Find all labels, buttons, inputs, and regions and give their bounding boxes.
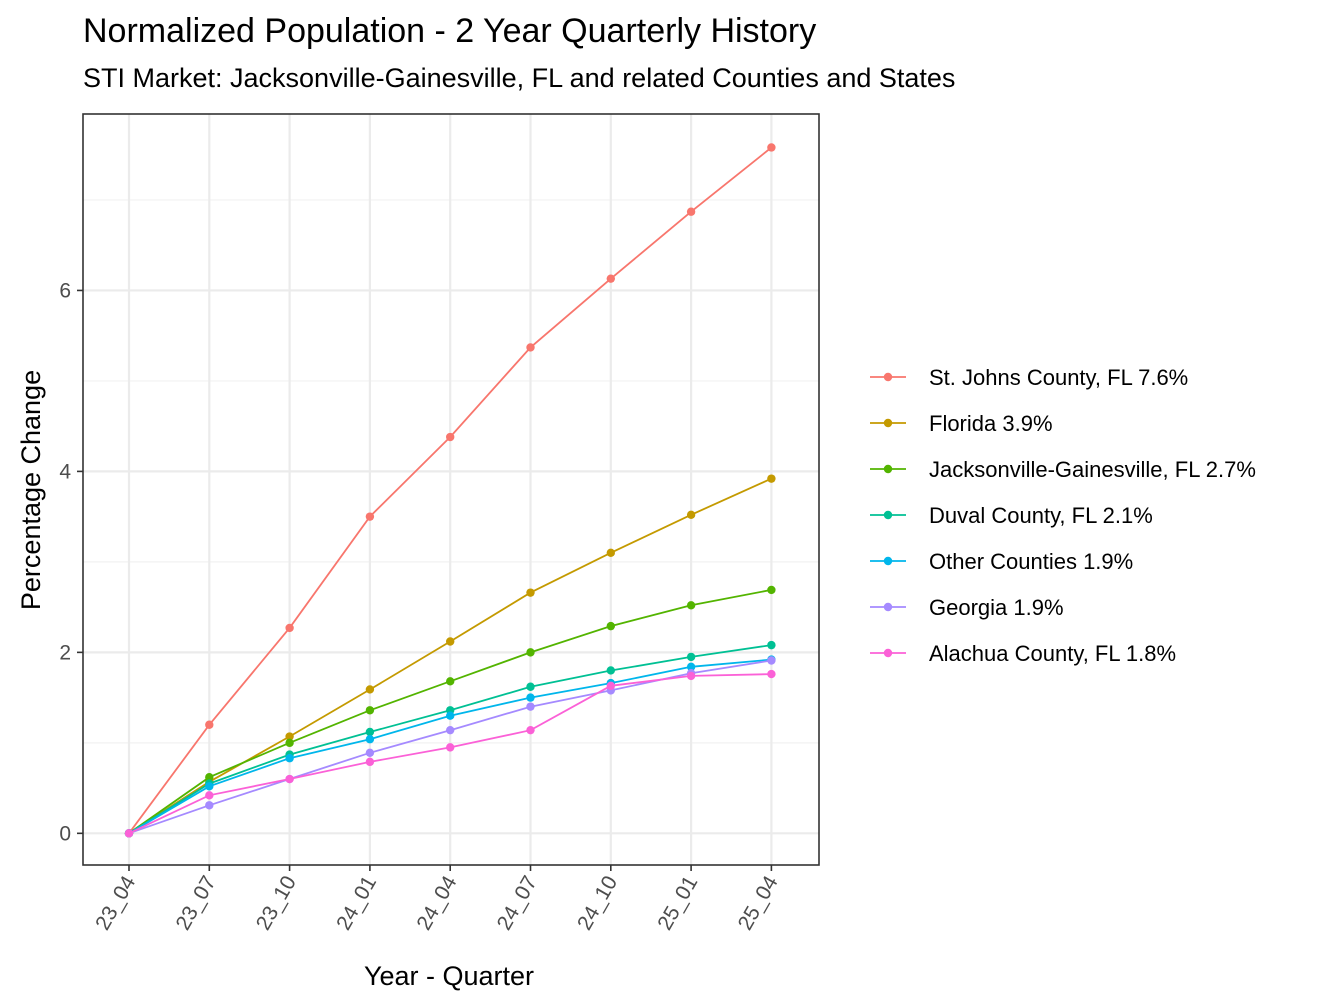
data-point bbox=[686, 510, 696, 520]
legend-item: Georgia 1.9% bbox=[870, 595, 1064, 620]
legend-label: Other Counties 1.9% bbox=[929, 549, 1133, 574]
data-point bbox=[205, 791, 214, 800]
data-point bbox=[526, 682, 535, 691]
data-point bbox=[124, 829, 134, 838]
data-point bbox=[446, 711, 455, 720]
legend-item: Alachua County, FL 1.8% bbox=[870, 641, 1176, 666]
data-point bbox=[686, 601, 696, 610]
y-axis-title: Percentage Change bbox=[16, 370, 46, 610]
data-point bbox=[606, 681, 615, 691]
legend-label: Georgia 1.9% bbox=[929, 595, 1064, 620]
grid bbox=[83, 114, 819, 865]
x-axis: 23_04 23_07 23_10 24_01 24_04 24_07 24_10 25_01… bbox=[91, 865, 783, 934]
data-point bbox=[526, 343, 535, 352]
legend-key-point bbox=[883, 602, 893, 612]
legend-key-point bbox=[883, 418, 893, 428]
legend-label: Duval County, FL 2.1% bbox=[929, 503, 1153, 528]
data-point bbox=[767, 143, 776, 152]
legend-key-point bbox=[883, 510, 893, 520]
data-point bbox=[285, 738, 294, 748]
x-tick-label: 24_04 bbox=[412, 872, 461, 934]
series-6 bbox=[124, 669, 776, 838]
y-tick-label: 6 bbox=[59, 279, 71, 302]
data-point bbox=[365, 735, 375, 744]
legend-item: Other Counties 1.9% bbox=[870, 549, 1133, 574]
series-lines bbox=[124, 143, 776, 838]
data-point bbox=[686, 207, 696, 216]
y-tick-label: 4 bbox=[59, 460, 71, 483]
data-point bbox=[285, 732, 294, 741]
y-axis: 0 2 4 6 bbox=[59, 279, 83, 845]
legend-item: Jacksonville-Gainesville, FL 2.7% bbox=[870, 457, 1256, 482]
legend-key-point bbox=[883, 648, 893, 658]
data-point bbox=[606, 666, 615, 675]
data-point bbox=[606, 274, 615, 283]
data-point bbox=[205, 773, 214, 782]
data-point bbox=[767, 656, 776, 665]
x-tick-label: 23_07 bbox=[172, 872, 221, 934]
data-point bbox=[526, 588, 535, 597]
data-point bbox=[526, 648, 535, 657]
data-point bbox=[686, 652, 696, 662]
data-point bbox=[606, 548, 615, 558]
legend-item: Florida 3.9% bbox=[870, 411, 1053, 436]
data-point bbox=[365, 748, 375, 758]
data-point bbox=[446, 637, 455, 646]
data-point bbox=[446, 432, 455, 442]
data-point bbox=[767, 585, 776, 595]
x-tick-label: 23_04 bbox=[91, 872, 140, 934]
data-point bbox=[205, 782, 214, 791]
data-point bbox=[686, 662, 696, 672]
legend-key-point bbox=[883, 464, 893, 474]
data-point bbox=[767, 474, 776, 483]
data-point bbox=[285, 754, 294, 763]
x-tick-label: 24_07 bbox=[493, 872, 542, 934]
data-point bbox=[205, 720, 214, 729]
legend-key-point bbox=[883, 556, 893, 566]
legend-item: Duval County, FL 2.1% bbox=[870, 503, 1153, 528]
data-point bbox=[526, 693, 535, 702]
data-point bbox=[285, 774, 294, 784]
data-point bbox=[365, 706, 375, 715]
legend-label: Jacksonville-Gainesville, FL 2.7% bbox=[929, 457, 1256, 482]
data-point bbox=[526, 702, 535, 711]
y-tick-label: 2 bbox=[59, 641, 71, 664]
legend-label: Florida 3.9% bbox=[929, 411, 1053, 436]
x-tick-label: 24_10 bbox=[573, 872, 622, 934]
x-tick-label: 23_10 bbox=[252, 872, 301, 934]
data-point bbox=[285, 623, 294, 633]
data-point bbox=[365, 685, 375, 694]
data-point bbox=[365, 757, 375, 767]
legend-label: Alachua County, FL 1.8% bbox=[929, 641, 1176, 666]
data-point bbox=[686, 671, 696, 681]
legend: St. Johns County, FL 7.6% Florida 3.9% Jac… bbox=[870, 365, 1256, 666]
chart-subtitle: STI Market: Jacksonville-Gainesville, FL… bbox=[83, 63, 956, 93]
data-point bbox=[446, 725, 455, 735]
legend-label: St. Johns County, FL 7.6% bbox=[929, 365, 1188, 390]
legend-item: St. Johns County, FL 7.6% bbox=[870, 365, 1188, 390]
data-point bbox=[526, 725, 535, 735]
data-point bbox=[767, 669, 776, 679]
x-axis-title: Year - Quarter bbox=[364, 961, 534, 991]
chart-title: Normalized Population - 2 Year Quarterly… bbox=[83, 12, 817, 50]
data-point bbox=[446, 677, 455, 686]
x-tick-label: 24_01 bbox=[332, 872, 381, 934]
legend-key-point bbox=[883, 372, 893, 382]
data-point bbox=[606, 621, 615, 631]
data-point bbox=[365, 727, 375, 737]
data-point bbox=[205, 801, 214, 810]
data-point bbox=[446, 743, 455, 752]
data-point bbox=[365, 512, 375, 521]
x-tick-label: 25_01 bbox=[653, 872, 702, 934]
data-point bbox=[767, 640, 776, 650]
x-tick-label: 25_04 bbox=[734, 872, 783, 934]
y-tick-label: 0 bbox=[59, 822, 71, 845]
